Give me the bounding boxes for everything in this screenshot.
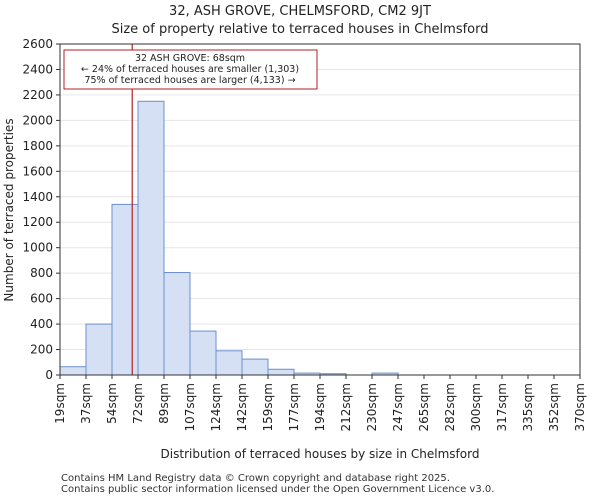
y-tick-label-12: 2400	[22, 62, 53, 76]
x-tick-label-20: 370sqm	[573, 383, 587, 431]
y-tick-label-13: 2600	[22, 37, 53, 51]
x-tick-label-5: 107sqm	[183, 383, 197, 431]
bar-37sqm	[85, 323, 113, 376]
footer-line-2: Contains public sector information licen…	[61, 484, 495, 495]
bars	[59, 100, 399, 376]
y-tick-label-3: 600	[30, 292, 53, 306]
x-tick-label-15: 282sqm	[443, 383, 457, 431]
y-tick-label-4: 800	[30, 266, 53, 280]
x-tick-label-18: 335sqm	[521, 383, 535, 431]
x-tick-label-19: 352sqm	[547, 383, 561, 431]
bar-72sqm	[137, 100, 165, 376]
y-tick-label-0: 0	[45, 368, 53, 382]
footer-line-1: Contains HM Land Registry data © Crown c…	[61, 473, 450, 484]
marker-annotation: 32 ASH GROVE: 68sqm ← 24% of terraced ho…	[63, 49, 318, 90]
x-tick-label-3: 72sqm	[131, 383, 145, 424]
x-tick-label-4: 89sqm	[157, 383, 171, 424]
y-tick-label-11: 2200	[22, 88, 53, 102]
y-tick-label-1: 200	[30, 343, 53, 357]
bar-54sqm	[111, 203, 139, 376]
x-tick-label-14: 265sqm	[417, 383, 431, 431]
x-tick-label-16: 300sqm	[469, 383, 483, 431]
bar-159sqm	[267, 368, 295, 376]
y-tick-label-8: 1600	[22, 164, 53, 178]
x-tick-label-1: 37sqm	[79, 383, 93, 424]
x-axis-label: Distribution of terraced houses by size …	[161, 447, 480, 461]
y-tick-label-9: 1800	[22, 139, 53, 153]
y-tick-label-7: 1400	[22, 190, 53, 204]
annotation-line-1: 32 ASH GROVE: 68sqm	[135, 53, 245, 64]
chart-title: 32, ASH GROVE, CHELMSFORD, CM2 9JT	[169, 4, 431, 19]
x-tick-label-13: 247sqm	[391, 383, 405, 431]
y-tick-label-10: 2000	[22, 113, 53, 127]
histogram-chart: 0 200 400 600 800 1000 1200 1400 1600 1800 2000 220…	[2, 37, 587, 461]
x-tick-label-9: 177sqm	[287, 383, 301, 431]
y-tick-label-6: 1200	[22, 215, 53, 229]
annotation-line-2: ← 24% of terraced houses are smaller (1,…	[81, 64, 299, 75]
y-tick-label-2: 400	[30, 317, 53, 331]
x-tick-label-8: 159sqm	[261, 383, 275, 431]
y-axis-label: Number of terraced properties	[2, 118, 16, 301]
y-tick-label-5: 1000	[22, 241, 53, 255]
bar-107sqm	[189, 330, 217, 376]
bar-124sqm	[215, 350, 243, 376]
annotation-box	[63, 49, 318, 90]
bar-19sqm	[59, 366, 87, 376]
x-tick-label-6: 124sqm	[209, 383, 223, 431]
x-axis-ticks: 19sqm 37sqm 54sqm 72sqm 89sqm 107sqm 124sqm 142…	[53, 375, 587, 431]
x-tick-label-10: 194sqm	[313, 383, 327, 431]
y-axis-ticks: 0 200 400 600 800 1000 1200 1400 1600 1800 2000 220…	[22, 37, 60, 382]
chart-subtitle: Size of property relative to terraced ho…	[111, 22, 489, 37]
x-tick-label-2: 54sqm	[105, 383, 119, 424]
x-tick-label-7: 142sqm	[235, 383, 249, 431]
x-tick-label-17: 317sqm	[495, 383, 509, 431]
annotation-line-3: 75% of terraced houses are larger (4,133…	[84, 75, 295, 86]
x-tick-label-12: 230sqm	[365, 383, 379, 431]
x-tick-label-11: 212sqm	[339, 383, 353, 431]
bar-89sqm	[163, 272, 191, 376]
bar-142sqm	[241, 358, 269, 376]
x-tick-label-0: 19sqm	[53, 383, 67, 424]
